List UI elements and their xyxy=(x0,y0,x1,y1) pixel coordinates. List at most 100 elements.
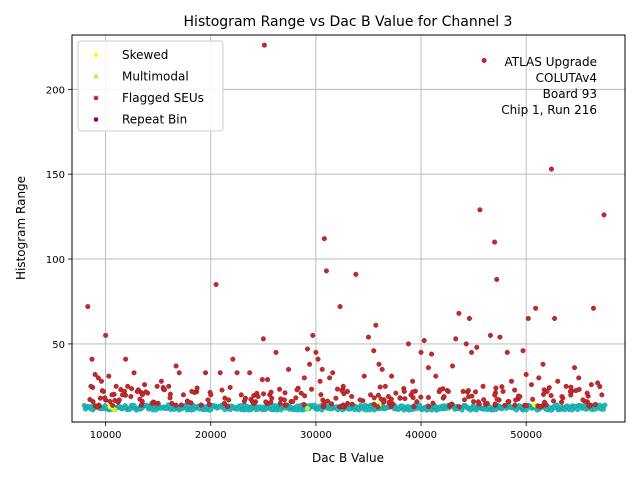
data-point xyxy=(401,388,407,394)
data-point xyxy=(563,383,569,389)
data-point xyxy=(213,282,219,288)
data-point xyxy=(176,370,182,376)
data-point xyxy=(487,332,493,338)
data-point xyxy=(103,332,109,338)
data-point xyxy=(260,336,266,342)
data-point xyxy=(537,404,543,410)
series-flagged-seus xyxy=(85,42,607,410)
data-point xyxy=(162,387,168,393)
data-point xyxy=(134,388,140,394)
data-point xyxy=(323,268,329,274)
data-point xyxy=(269,395,275,401)
data-point xyxy=(437,387,443,393)
data-point xyxy=(180,392,186,398)
data-point xyxy=(277,386,283,392)
data-point xyxy=(576,375,582,381)
data-point xyxy=(528,382,534,388)
data-point xyxy=(466,315,472,321)
data-point xyxy=(286,366,292,372)
data-point xyxy=(106,373,112,379)
data-point xyxy=(375,392,381,398)
data-point xyxy=(293,395,299,401)
data-point xyxy=(430,400,436,406)
data-point xyxy=(198,402,204,408)
x-tick-label: 40000 xyxy=(405,430,437,441)
data-point xyxy=(112,407,118,413)
data-point xyxy=(388,404,394,410)
data-point xyxy=(567,388,573,394)
data-point xyxy=(385,394,391,400)
data-point xyxy=(173,402,179,408)
data-point xyxy=(277,400,283,406)
x-tick-label: 50000 xyxy=(510,430,542,441)
data-point xyxy=(525,315,531,321)
data-point xyxy=(349,401,355,407)
data-point xyxy=(90,399,96,405)
legend-label: Skewed xyxy=(122,48,168,62)
chart-title: Histogram Range vs Dac B Value for Chann… xyxy=(184,14,513,30)
data-point xyxy=(128,394,134,400)
data-point xyxy=(456,310,462,316)
data-point xyxy=(317,378,323,384)
data-point xyxy=(389,373,395,379)
data-point xyxy=(584,390,590,396)
series-multimodal xyxy=(112,405,310,413)
data-point xyxy=(205,397,211,403)
data-point xyxy=(425,395,431,401)
data-point xyxy=(500,388,506,394)
data-point xyxy=(219,387,225,393)
data-point xyxy=(238,392,244,398)
data-point xyxy=(282,390,288,396)
data-point xyxy=(247,370,253,376)
x-tick-label: 30000 xyxy=(300,430,332,441)
data-point xyxy=(131,370,137,376)
data-point xyxy=(559,399,565,405)
data-point xyxy=(373,322,379,328)
data-point xyxy=(402,396,408,402)
data-point xyxy=(540,391,546,397)
data-point xyxy=(465,388,471,394)
data-point xyxy=(301,401,307,407)
data-point xyxy=(281,397,287,403)
data-point xyxy=(226,397,232,403)
data-point xyxy=(339,388,345,394)
data-point xyxy=(349,394,355,400)
data-point xyxy=(469,393,475,399)
data-point xyxy=(546,385,552,391)
x-axis-label: Dac B Value xyxy=(312,451,384,465)
data-point xyxy=(166,383,172,389)
data-point xyxy=(261,42,267,48)
data-point xyxy=(294,387,300,393)
data-point xyxy=(107,398,113,404)
legend-marker xyxy=(93,52,99,58)
data-point xyxy=(418,349,424,355)
data-point xyxy=(590,305,596,311)
data-point xyxy=(330,370,336,376)
data-point xyxy=(327,375,333,381)
data-point xyxy=(493,385,499,391)
data-point xyxy=(382,383,388,389)
data-point xyxy=(453,336,459,342)
data-point xyxy=(393,390,399,396)
data-point xyxy=(158,378,164,384)
run-annotation: ATLAS Upgrade COLUTAv4 Board 93 Chip 1, Run… xyxy=(501,55,597,117)
data-point xyxy=(123,356,129,362)
data-point xyxy=(460,388,466,394)
data-point xyxy=(450,363,456,369)
data-point xyxy=(513,397,519,403)
data-point xyxy=(265,377,271,383)
data-point xyxy=(506,399,512,405)
data-point xyxy=(167,395,173,401)
annotation-line: ATLAS Upgrade xyxy=(504,55,597,69)
legend-box xyxy=(77,40,224,132)
data-point xyxy=(116,397,122,403)
data-point xyxy=(381,399,387,405)
data-point xyxy=(319,366,325,372)
data-point xyxy=(494,276,500,282)
x-axis-ticks: 10000 20000 30000 40000 50000 xyxy=(90,422,542,441)
data-point xyxy=(194,385,200,391)
data-point xyxy=(469,349,475,355)
data-point xyxy=(301,375,307,381)
data-point xyxy=(268,389,274,395)
